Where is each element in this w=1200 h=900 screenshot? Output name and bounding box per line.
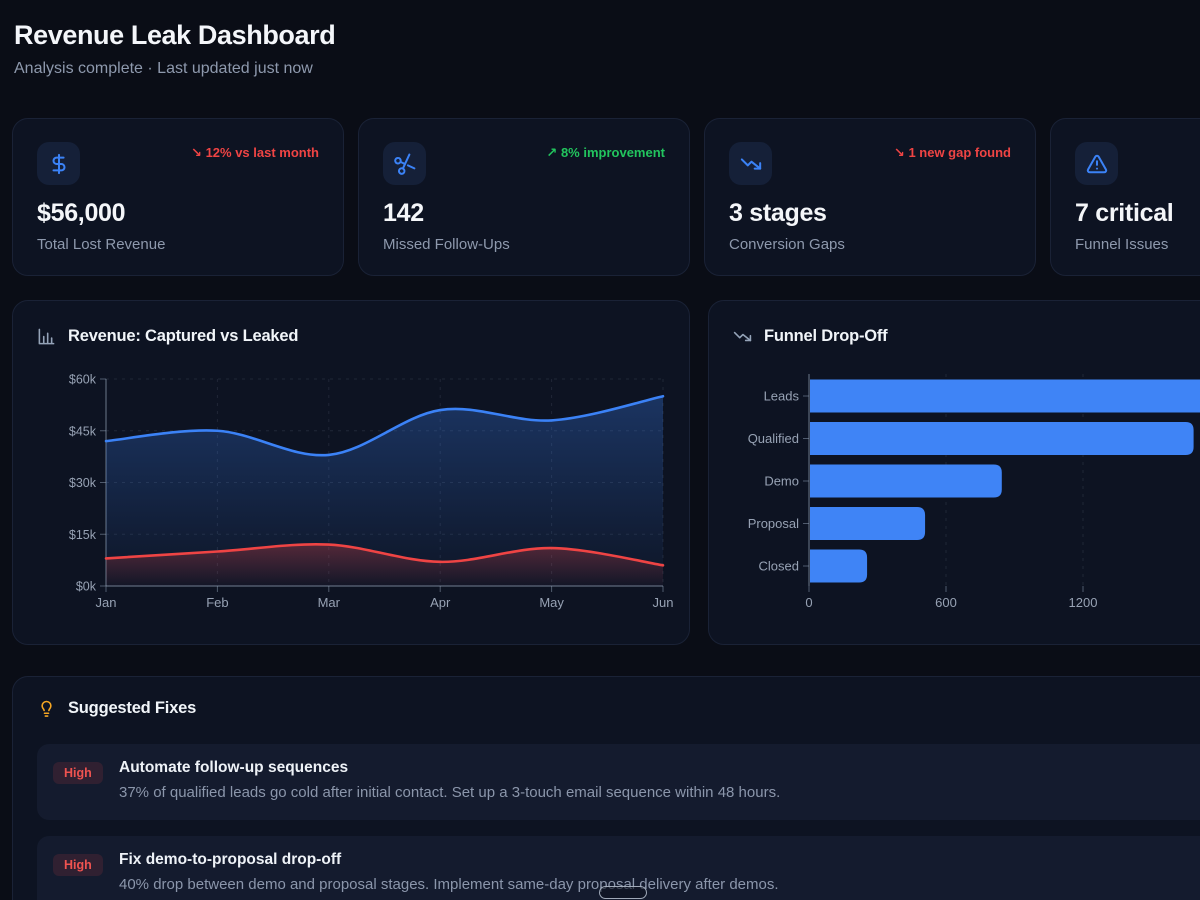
trending-down-icon [733,327,752,346]
svg-text:$60k: $60k [69,373,97,387]
revenue-area-chart[interactable]: $0k $15k $30k $45k $60k Jan Feb Mar Apr May Jun [13,301,691,646]
kpi-label: Missed Follow-Ups [383,236,510,253]
kpi-card-conversion-gaps: ↘ 1 new gap found 3 stages Conversion Ga… [704,118,1036,276]
svg-text:Feb: Feb [206,595,228,610]
svg-text:Leads: Leads [764,389,800,404]
svg-text:$15k: $15k [69,528,97,542]
kpi-label: Conversion Gaps [729,236,845,253]
svg-text:Jan: Jan [96,595,117,610]
priority-badge: High [53,762,103,784]
svg-text:$0k: $0k [76,580,97,594]
svg-text:$30k: $30k [69,476,97,490]
line-Leaked [104,543,665,567]
svg-text:Demo: Demo [764,474,799,489]
bar-Closed [810,549,868,583]
bar-chart-icon [37,327,56,346]
page-title: Revenue Leak Dashboard [14,20,336,50]
line-Captured [104,394,665,457]
svg-text:Apr: Apr [430,595,451,610]
svg-text:Closed: Closed [759,559,799,574]
suggested-fixes-card: Suggested Fixes High Automate follow-up … [12,676,1200,900]
delta-arrow-icon: ↗ [546,145,558,160]
fix-title: Fix demo-to-proposal drop-off [119,851,342,868]
svg-text:600: 600 [935,595,957,610]
cursor-pill [599,886,647,899]
delta-arrow-icon: ↘ [191,145,202,160]
funnel-chart-card: 0 600 1200 Leads Qualified Demo Proposal Closed… [708,300,1200,645]
svg-text:Mar: Mar [318,595,341,610]
svg-text:Proposal: Proposal [748,516,799,531]
kpi-value: 142 [383,199,424,227]
page-subtitle: Analysis complete · Last updated just no… [14,60,313,77]
fixes-section-title: Suggested Fixes [68,699,197,717]
kpi-label: Total Lost Revenue [37,236,166,253]
trending-down-icon [729,142,772,185]
kpi-delta: ↗ 8% improvement [546,145,665,160]
kpi-value: 7 critical [1075,199,1174,227]
lightbulb-icon [37,699,56,718]
revenue-chart-title: Revenue: Captured vs Leaked [68,327,299,345]
bar-Qualified [810,422,1194,455]
alert-triangle-icon [1075,142,1118,185]
area-Captured [106,396,663,586]
svg-text:$45k: $45k [69,424,97,438]
bar-Leads [810,379,1200,413]
bar-Demo [810,464,1002,498]
svg-text:Jun: Jun [653,595,674,610]
fix-description: 40% drop between demo and proposal stage… [119,876,779,893]
fix-title: Automate follow-up sequences [119,759,349,776]
kpi-card-missed-followups: ↗ 8% improvement 142 Missed Follow-Ups [358,118,690,276]
area-Leaked [106,544,663,586]
kpi-delta: ↘ 12% vs last month [191,145,319,160]
fix-item: High Automate follow-up sequences 37% of… [37,744,1200,820]
axes: 0 600 1200 Leads Qualified Demo Proposal Closed [748,374,1098,610]
bar-Proposal [810,507,926,540]
svg-text:1200: 1200 [1069,595,1098,610]
kpi-value: 3 stages [729,199,827,227]
funnel-chart-title: Funnel Drop-Off [764,327,888,345]
revenue-chart-card: $0k $15k $30k $45k $60k Jan Feb Mar Apr May Jun Re… [12,300,690,645]
kpi-label: Funnel Issues [1075,236,1169,253]
svg-text:May: May [539,595,564,610]
svg-text:Qualified: Qualified [748,431,799,446]
fix-description: 37% of qualified leads go cold after ini… [119,784,781,801]
priority-badge: High [53,854,103,876]
svg-text:0: 0 [805,595,812,610]
kpi-delta: ↘ 1 new gap found [893,145,1011,160]
delta-arrow-icon: ↘ [893,145,905,160]
kpi-card-funnel-issues: 7 critical Funnel Issues [1050,118,1200,276]
dollar-icon [37,142,80,185]
scissors-icon [383,142,426,185]
funnel-bar-chart[interactable]: 0 600 1200 Leads Qualified Demo Proposal Closed [709,301,1200,646]
kpi-card-total-lost-revenue: ↘ 12% vs last month $56,000 Total Lost R… [12,118,344,276]
kpi-value: $56,000 [37,199,126,227]
